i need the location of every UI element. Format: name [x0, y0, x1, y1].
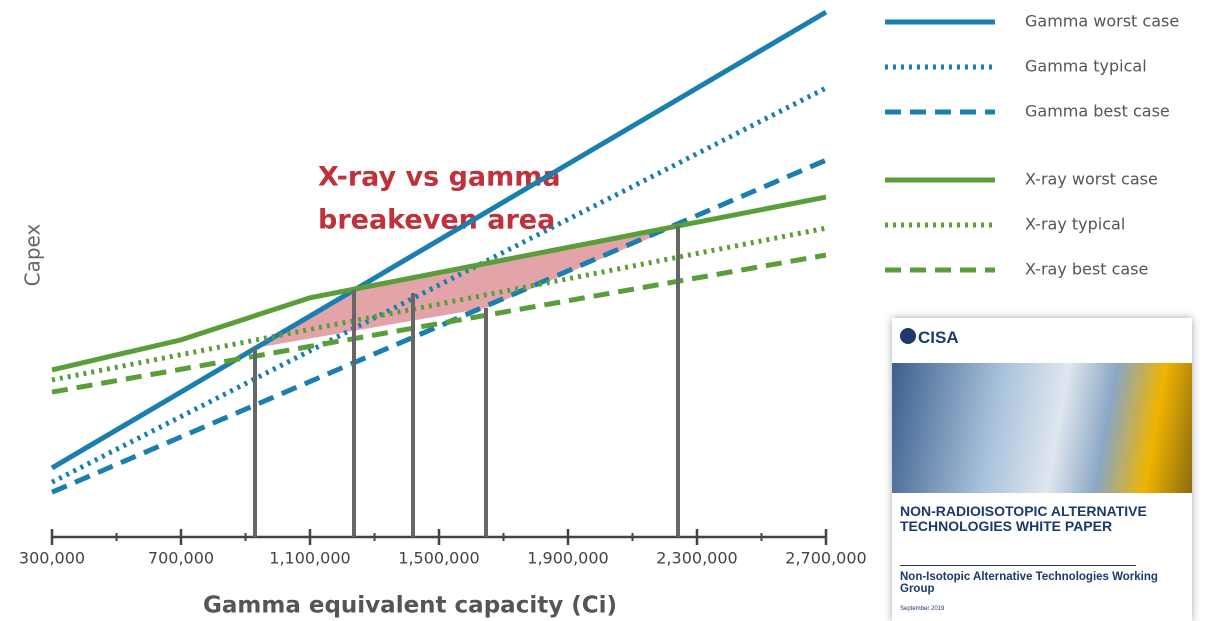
cover-date: September 2019: [900, 606, 944, 612]
series-line: [52, 88, 826, 482]
x-tick-label: 300,000: [19, 549, 85, 568]
divider: [900, 565, 1136, 566]
annotation: breakeven area: [318, 205, 555, 236]
legend-label: Gamma worst case: [1025, 12, 1179, 31]
document-cover: CISA NON-RADIOISOTOPIC ALTERNATIVE TECHN…: [892, 318, 1192, 621]
series-line: [52, 12, 826, 468]
cover-title: NON-RADIOISOTOPIC ALTERNATIVE TECHNOLOGI…: [900, 504, 1190, 534]
x-tick-label: 700,000: [148, 549, 214, 568]
legend-label: Gamma typical: [1025, 57, 1147, 76]
x-tick-label: 1,100,000: [269, 549, 350, 568]
y-axis-label: Capex: [21, 223, 45, 286]
x-tick-label: 2,300,000: [656, 549, 737, 568]
page: {"chart_data": {"type": "line", "annotat…: [0, 0, 1226, 621]
x-tick-label: 1,900,000: [527, 549, 608, 568]
logo: CISA: [918, 328, 959, 348]
series-line: [52, 228, 826, 380]
x-tick-label: 1,500,000: [398, 549, 479, 568]
cover-photo: [892, 363, 1192, 493]
legend-label: X-ray worst case: [1025, 170, 1158, 189]
x-tick-label: 2,700,000: [785, 549, 866, 568]
legend-label: X-ray best case: [1025, 260, 1148, 279]
legend-label: X-ray typical: [1025, 215, 1125, 234]
cover-subtitle: Non-Isotopic Alternative Technologies Wo…: [900, 571, 1190, 595]
chart: X-ray vs gamma breakeven area Capex Gamm…: [0, 0, 880, 621]
breakeven-area: [255, 226, 678, 348]
legend-label: Gamma best case: [1025, 102, 1170, 121]
x-axis-label: Gamma equivalent capacity (Ci): [203, 593, 617, 619]
seal: [900, 328, 916, 344]
legend: Gamma worst case Gamma typical Gamma best …: [880, 0, 1226, 300]
